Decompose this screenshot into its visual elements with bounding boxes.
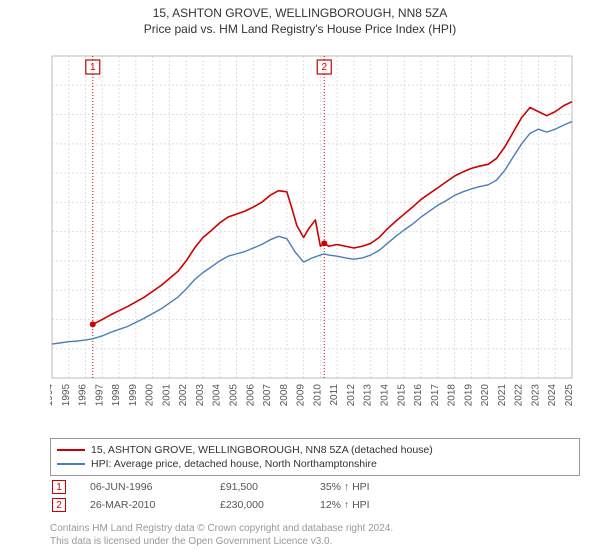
svg-text:1997: 1997	[94, 384, 105, 407]
svg-text:2003: 2003	[195, 384, 206, 407]
svg-text:1995: 1995	[61, 384, 72, 407]
svg-text:2019: 2019	[463, 384, 474, 407]
legend-label: 15, ASHTON GROVE, WELLINGBOROUGH, NN8 5Z…	[91, 444, 433, 456]
svg-text:2024: 2024	[547, 384, 558, 407]
svg-text:1999: 1999	[128, 384, 139, 407]
svg-text:2017: 2017	[430, 384, 441, 407]
chart-container: 15, ASHTON GROVE, WELLINGBOROUGH, NN8 5Z…	[0, 0, 600, 560]
line-chart: £0£50K£100K£150K£200K£250K£300K£350K£400…	[50, 48, 580, 418]
svg-text:2: 2	[321, 62, 327, 73]
footer-line: Contains HM Land Registry data © Crown c…	[50, 522, 580, 535]
legend-item: 15, ASHTON GROVE, WELLINGBOROUGH, NN8 5Z…	[57, 443, 573, 457]
svg-text:1: 1	[90, 62, 96, 73]
svg-text:2023: 2023	[530, 384, 541, 407]
svg-text:2001: 2001	[161, 384, 172, 407]
chart-area: £0£50K£100K£150K£200K£250K£300K£350K£400…	[50, 48, 580, 418]
svg-text:1996: 1996	[78, 384, 89, 407]
footer-line: This data is licensed under the Open Gov…	[50, 535, 580, 548]
transaction-marker-icon: 1	[52, 480, 66, 494]
svg-text:2025: 2025	[564, 384, 575, 407]
svg-text:2000: 2000	[145, 384, 156, 407]
svg-text:2004: 2004	[212, 384, 223, 407]
svg-text:2005: 2005	[229, 384, 240, 407]
svg-text:2012: 2012	[346, 384, 357, 407]
transaction-marker-icon: 2	[52, 498, 66, 512]
svg-text:2011: 2011	[329, 384, 340, 406]
svg-text:2021: 2021	[497, 384, 508, 407]
svg-text:2018: 2018	[447, 384, 458, 407]
transaction-row: 1 06-JUN-1996 £91,500 35% ↑ HPI	[50, 478, 580, 496]
legend-swatch	[57, 463, 85, 465]
title-block: 15, ASHTON GROVE, WELLINGBOROUGH, NN8 5Z…	[0, 0, 600, 36]
svg-text:2010: 2010	[312, 384, 323, 407]
transaction-pct: 35% ↑ HPI	[320, 481, 420, 493]
svg-text:1994: 1994	[50, 384, 55, 407]
svg-text:2002: 2002	[178, 384, 189, 407]
svg-text:2016: 2016	[413, 384, 424, 407]
legend-label: HPI: Average price, detached house, Nort…	[91, 458, 377, 470]
svg-text:2015: 2015	[396, 384, 407, 407]
svg-text:1998: 1998	[111, 384, 122, 407]
transaction-price: £91,500	[220, 481, 320, 493]
svg-text:2022: 2022	[514, 384, 525, 407]
footer: Contains HM Land Registry data © Crown c…	[50, 522, 580, 548]
transaction-row: 2 26-MAR-2010 £230,000 12% ↑ HPI	[50, 496, 580, 514]
title-sub: Price paid vs. HM Land Registry's House …	[0, 22, 600, 36]
svg-text:2020: 2020	[480, 384, 491, 407]
svg-text:2006: 2006	[245, 384, 256, 407]
legend: 15, ASHTON GROVE, WELLINGBOROUGH, NN8 5Z…	[50, 438, 580, 476]
legend-swatch	[57, 449, 85, 451]
transaction-pct: 12% ↑ HPI	[320, 499, 420, 511]
svg-text:2009: 2009	[296, 384, 307, 407]
transaction-table: 1 06-JUN-1996 £91,500 35% ↑ HPI 2 26-MAR…	[50, 478, 580, 514]
transaction-price: £230,000	[220, 499, 320, 511]
svg-text:2008: 2008	[279, 384, 290, 407]
svg-text:2014: 2014	[379, 384, 390, 407]
svg-text:2013: 2013	[363, 384, 374, 407]
transaction-date: 06-JUN-1996	[90, 481, 220, 493]
title-main: 15, ASHTON GROVE, WELLINGBOROUGH, NN8 5Z…	[0, 6, 600, 20]
svg-text:2007: 2007	[262, 384, 273, 407]
legend-item: HPI: Average price, detached house, Nort…	[57, 457, 573, 471]
transaction-date: 26-MAR-2010	[90, 499, 220, 511]
